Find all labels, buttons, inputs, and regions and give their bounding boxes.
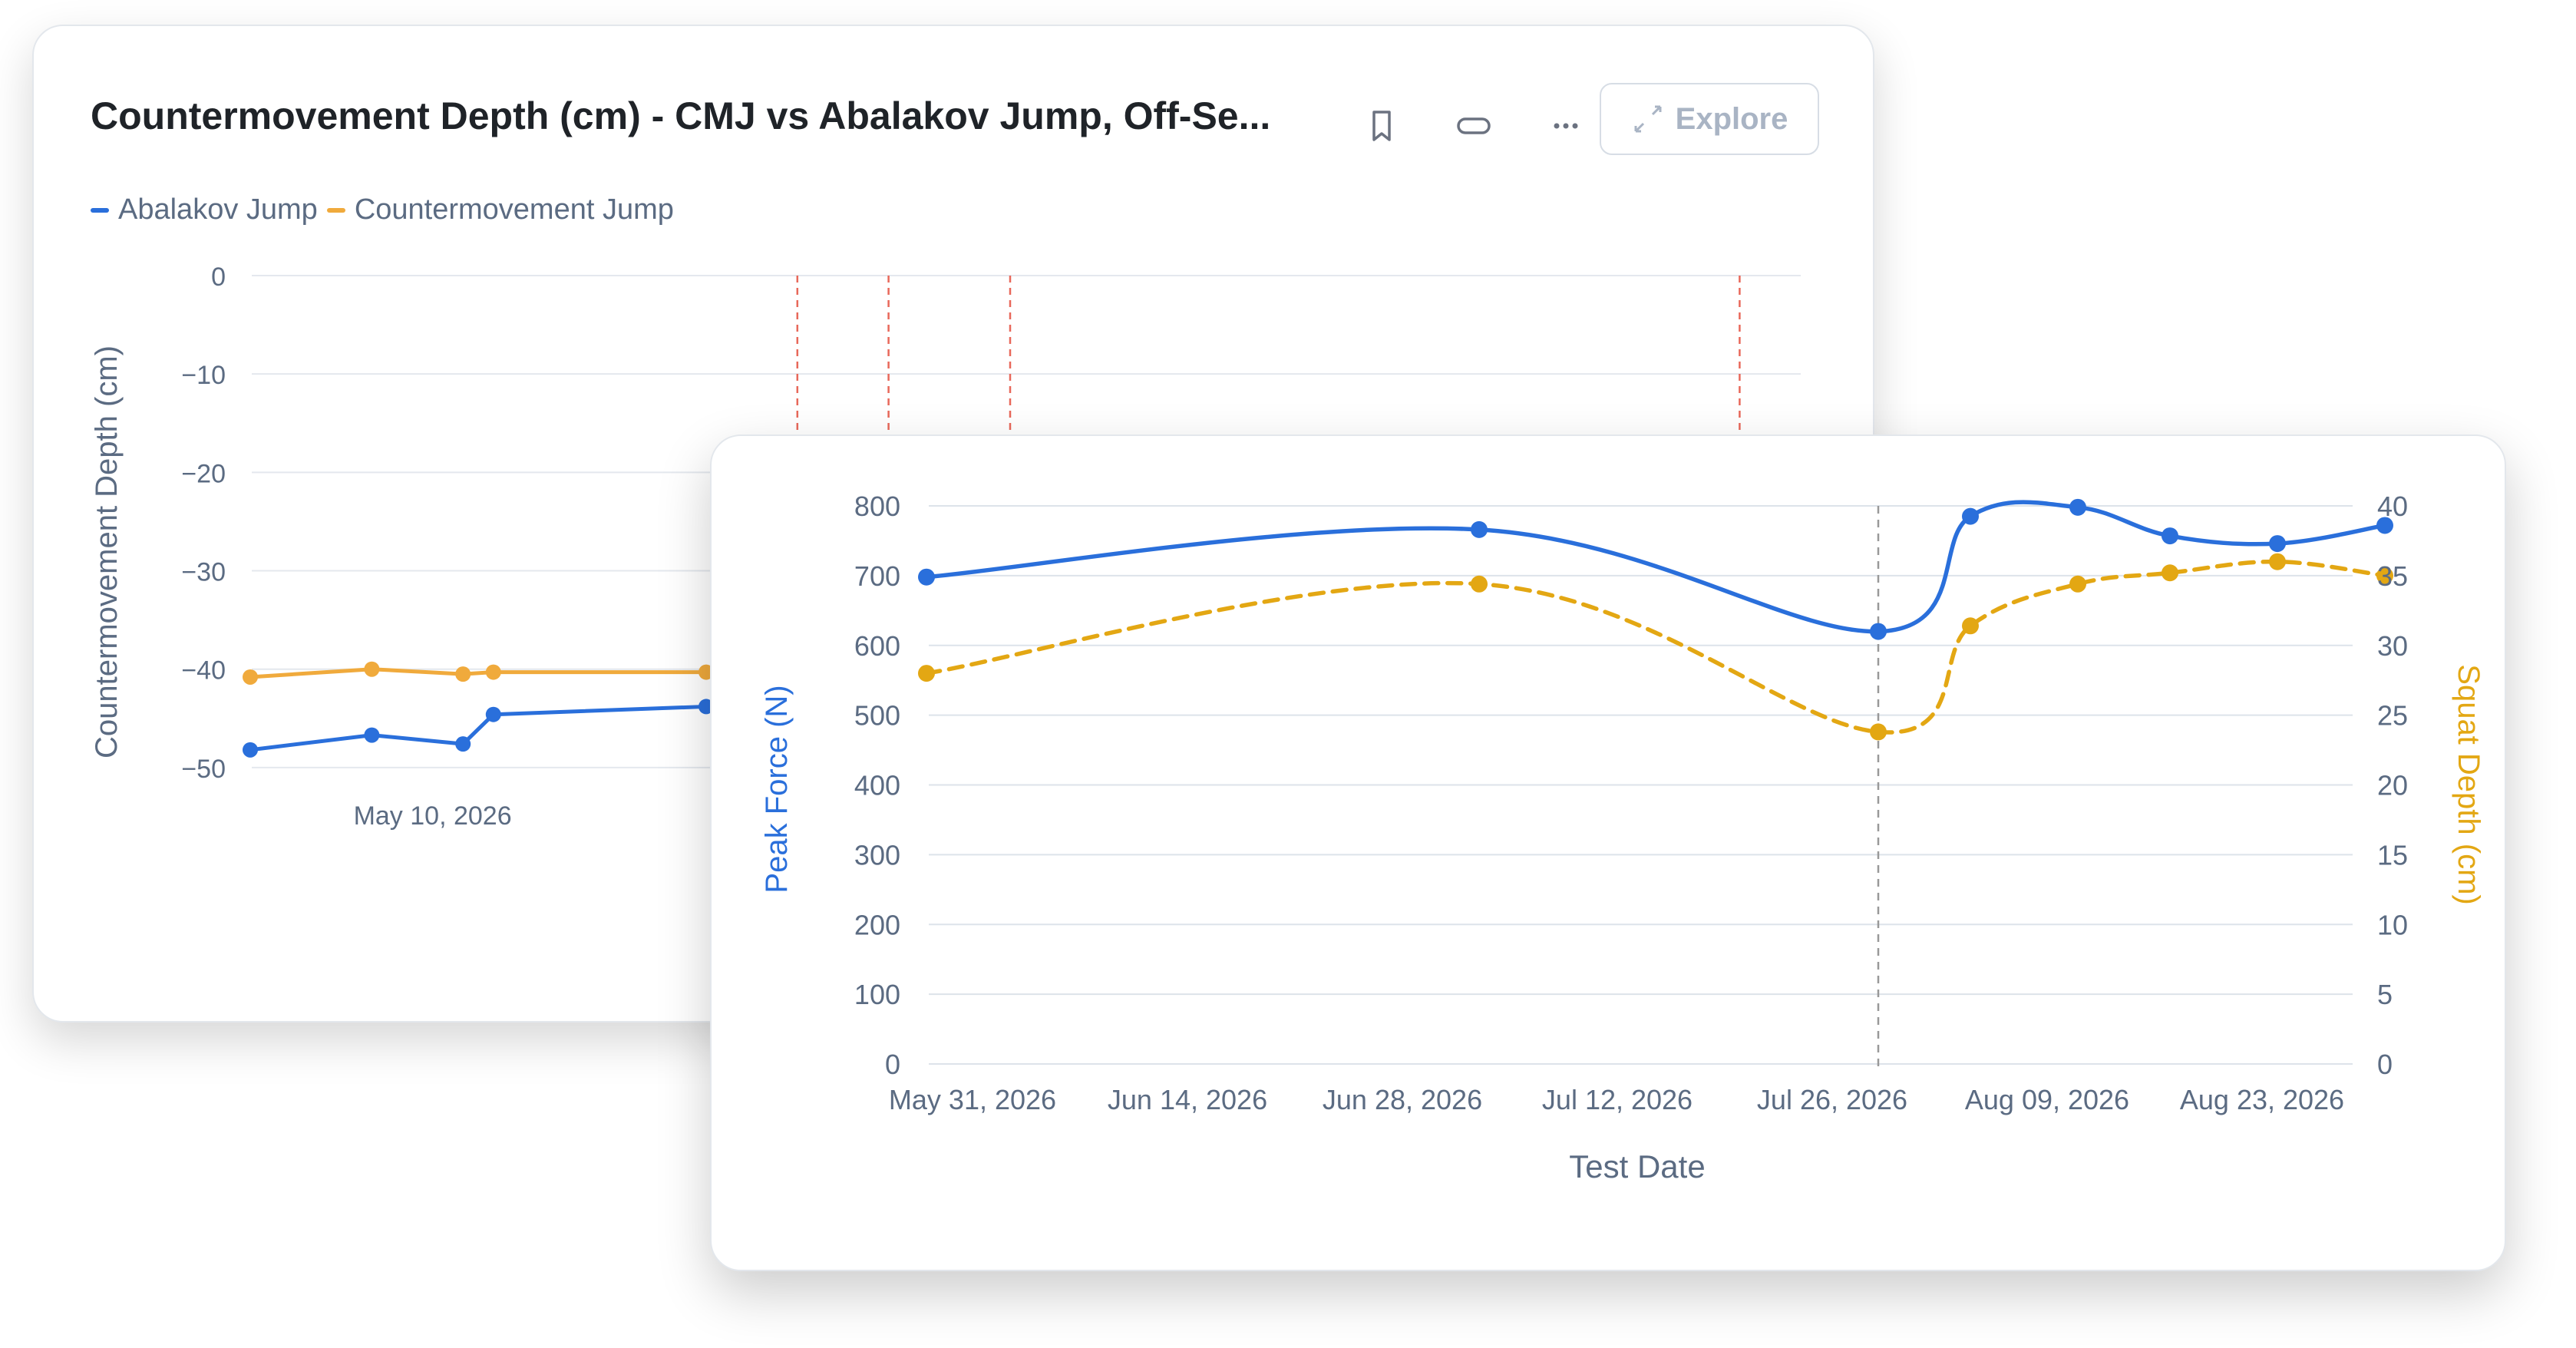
back-y-tick: 0 xyxy=(211,263,226,292)
front-chart-card: 0 0 100 5 200 10 300 15 400 20 500 25 600 30 700 35 800 4… xyxy=(710,434,2506,1271)
back-data-point xyxy=(364,727,380,743)
front-y-right-tick: 35 xyxy=(2377,560,2408,592)
front-data-point xyxy=(1471,575,1488,593)
front-y-right-tick: 10 xyxy=(2377,909,2408,940)
front-data-point xyxy=(2376,517,2393,534)
front-data-point xyxy=(2269,535,2286,553)
back-y-tick: −40 xyxy=(181,656,226,686)
chart-title: Countermovement Depth (cm) - CMJ vs Abal… xyxy=(91,94,1271,137)
front-data-point xyxy=(2162,527,2178,545)
front-x-tick: May 31, 2026 xyxy=(889,1084,1056,1115)
front-y-right-tick: 0 xyxy=(2377,1049,2393,1080)
front-y-left-tick: 500 xyxy=(854,700,900,732)
legend-swatch-cmj xyxy=(326,207,345,213)
back-data-point xyxy=(455,736,471,752)
back-y-axis-label: Countermovement Depth (cm) xyxy=(90,345,124,758)
front-data-point xyxy=(2376,567,2393,584)
front-grid xyxy=(929,505,2353,1065)
front-data-point xyxy=(1870,623,1887,640)
front-x-axis-label: Test Date xyxy=(1569,1148,1705,1184)
back-x-tick: May 10, 2026 xyxy=(354,801,512,831)
front-data-point xyxy=(2069,575,2086,593)
front-data-point xyxy=(2069,498,2086,516)
front-x-tick: Aug 09, 2026 xyxy=(1965,1084,2129,1115)
back-y-tick: −50 xyxy=(181,755,226,784)
front-y-left-tick: 0 xyxy=(885,1049,900,1080)
front-series-line xyxy=(924,500,2387,634)
explore-label: Explore xyxy=(1675,101,1788,136)
front-y-left-tick: 400 xyxy=(854,770,900,801)
legend-item-abalakov[interactable]: Abalakov Jump xyxy=(91,193,318,226)
front-data-point xyxy=(2162,564,2178,582)
legend-label-cmj: Countermovement Jump xyxy=(354,193,674,226)
front-data-point xyxy=(2269,553,2286,570)
expand-icon xyxy=(1634,105,1662,133)
front-y-left-tick: 300 xyxy=(854,839,900,871)
back-data-point xyxy=(364,661,380,677)
legend-item-cmj[interactable]: Countermovement Jump xyxy=(326,193,674,226)
front-x-tick: Aug 23, 2026 xyxy=(2180,1084,2344,1115)
front-series xyxy=(918,498,2393,741)
front-data-point xyxy=(918,568,935,586)
front-y-right-tick: 25 xyxy=(2377,700,2408,732)
front-data-point xyxy=(1870,723,1887,741)
back-y-tick: −30 xyxy=(181,558,226,587)
front-data-point xyxy=(1962,507,1979,525)
front-y-right-label: Squat Depth (cm) xyxy=(2452,664,2485,904)
front-y-left-tick: 700 xyxy=(854,560,900,592)
back-data-point xyxy=(485,664,501,680)
bookmark-icon[interactable] xyxy=(1359,103,1405,149)
front-x-tick: Jul 12, 2026 xyxy=(1542,1084,1693,1115)
front-x-tick: Jul 26, 2026 xyxy=(1757,1084,1907,1115)
front-ticks: 0 0 100 5 200 10 300 15 400 20 500 25 600 30 700 35 800 4… xyxy=(854,491,2408,1115)
front-chart-plot: 0 0 100 5 200 10 300 15 400 20 500 25 600 30 700 35 800 4… xyxy=(760,491,2485,1184)
front-y-left-label: Peak Force (N) xyxy=(760,685,794,893)
front-series-line xyxy=(924,559,2387,735)
front-y-left-tick: 600 xyxy=(854,630,900,662)
back-data-point xyxy=(485,706,501,722)
front-data-point xyxy=(918,665,935,682)
front-y-left-tick: 100 xyxy=(854,979,900,1010)
more-icon[interactable] xyxy=(1543,103,1589,149)
back-data-point xyxy=(243,669,258,685)
back-y-tick: −10 xyxy=(181,361,226,390)
front-y-left-tick: 200 xyxy=(854,909,900,940)
chart-legend: Abalakov Jump Countermovement Jump xyxy=(91,193,683,226)
front-y-left-tick: 800 xyxy=(854,491,900,522)
legend-label-abalakov: Abalakov Jump xyxy=(118,193,318,226)
legend-swatch-abalakov xyxy=(91,207,109,213)
front-y-right-tick: 5 xyxy=(2377,979,2393,1010)
pill-icon[interactable] xyxy=(1451,103,1497,149)
front-x-tick: Jun 14, 2026 xyxy=(1108,1084,1267,1115)
front-y-right-tick: 15 xyxy=(2377,839,2408,871)
explore-button[interactable]: Explore xyxy=(1600,83,1819,155)
front-y-right-tick: 40 xyxy=(2377,491,2408,522)
front-y-right-tick: 30 xyxy=(2377,630,2408,662)
back-data-point xyxy=(243,742,258,758)
front-y-right-tick: 20 xyxy=(2377,770,2408,801)
front-data-point xyxy=(1471,520,1488,538)
back-y-tick: −20 xyxy=(181,459,226,488)
back-data-point xyxy=(455,666,471,682)
front-x-tick: Jun 28, 2026 xyxy=(1323,1084,1482,1115)
front-data-point xyxy=(1962,617,1979,635)
